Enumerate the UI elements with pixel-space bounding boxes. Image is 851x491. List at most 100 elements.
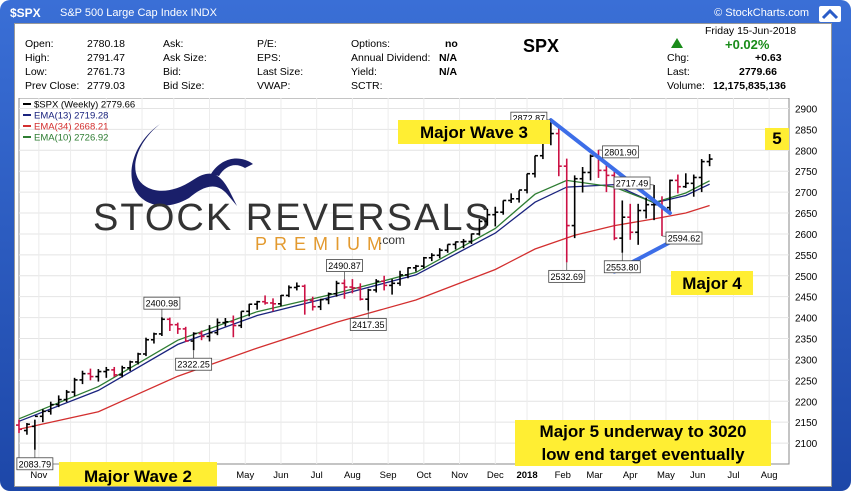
- ohlc-bar: [246, 303, 253, 317]
- y-tick-label: 2100: [795, 439, 818, 450]
- last-value: 2779.66: [739, 66, 777, 78]
- price-label-box: [349, 318, 387, 331]
- ohlc-bar: [428, 253, 435, 262]
- legend-entry: EMA(34) 2668.21: [23, 122, 108, 133]
- price-label-box: [613, 176, 651, 190]
- ohlc-bar: [690, 174, 697, 197]
- ohlc-bar: [166, 317, 173, 331]
- ohlc-bar: [333, 280, 340, 297]
- options-value: no: [445, 38, 458, 50]
- bull-horn-icon: [211, 158, 253, 176]
- options-label: Options:: [351, 38, 391, 50]
- price-label-box: [16, 457, 54, 471]
- yield-value: N/A: [439, 66, 458, 78]
- ohlc-bar: [254, 300, 261, 310]
- price-label-box: [548, 269, 586, 283]
- ohlc-bar: [309, 296, 316, 311]
- x-tick-label: Mar: [586, 470, 602, 481]
- ohlc-bar: [508, 193, 515, 203]
- x-tick-label: Nov: [451, 470, 468, 481]
- price-label-box: [665, 231, 703, 245]
- ohlc-bar: [158, 317, 165, 337]
- ohlc-bar: [365, 288, 372, 311]
- price-label: 2400.98: [143, 296, 181, 318]
- ohlc-bar: [63, 389, 70, 403]
- y-tick-label: 2750: [795, 167, 818, 178]
- last-size-label: Last Size:: [257, 66, 304, 78]
- ohlc-bar: [317, 298, 324, 311]
- ohlc-bar: [412, 264, 419, 272]
- x-tick-label: Nov: [30, 470, 47, 481]
- prev-close-label: Prev Close:: [25, 80, 80, 92]
- ohlc-bar: [16, 419, 22, 434]
- plot-area: [18, 98, 790, 465]
- ohlc-bar: [190, 332, 197, 351]
- x-tick-label: 2018: [516, 470, 537, 481]
- ohlc-bar: [436, 248, 443, 259]
- price-label-text: 2083.79: [19, 459, 52, 469]
- ohlc-bar: [270, 298, 277, 312]
- y-tick-label: 2900: [795, 104, 818, 115]
- chg-value: +0.63: [755, 52, 782, 64]
- ohlc-bar: [293, 282, 300, 291]
- price-label: 2322.25: [175, 350, 213, 371]
- header-symbol: $SPX: [10, 6, 41, 20]
- price-label-text: 2417.35: [352, 320, 385, 330]
- ohlc-bar: [404, 267, 411, 279]
- y-tick-label: 2400: [795, 314, 818, 325]
- ohlc-bar: [174, 322, 181, 334]
- ohlc-bar: [206, 325, 213, 342]
- quote-date: Friday 15-Jun-2018: [705, 25, 797, 37]
- price-label: 2083.79: [16, 449, 54, 471]
- arrow-up-icon[interactable]: [819, 6, 841, 22]
- price-chart: STOCK REVERSALS PREMIUM .com 2083.79 2400…: [16, 98, 818, 486]
- annotation-box: [515, 443, 771, 466]
- watermark-premium: PREMIUM: [255, 234, 389, 254]
- price-label-text: 2400.98: [146, 299, 179, 309]
- ohlc-bar: [476, 218, 483, 236]
- yield-label: Yield:: [351, 66, 377, 78]
- y-tick-label: 2550: [795, 251, 818, 262]
- bid-size-label: Bid Size:: [163, 80, 205, 92]
- bull-logo-icon: [131, 124, 237, 206]
- trendline: [548, 118, 672, 216]
- x-tick-label: Dec: [487, 470, 504, 481]
- ohlc-bar: [39, 409, 46, 423]
- ohlc-bar: [643, 197, 650, 219]
- price-labels: 2083.79 2400.98 2322.25 2490.87 2417.35 2872.…: [16, 111, 703, 471]
- ohlc-bar: [627, 203, 634, 240]
- y-tick-label: 2150: [795, 418, 818, 429]
- sctr-label: SCTR:: [351, 80, 383, 92]
- change-percent: +0.02%: [725, 37, 770, 52]
- annotation-text: 5: [772, 129, 781, 148]
- price-label-box: [175, 357, 213, 371]
- legend-text: EMA(13) 2719.28: [34, 111, 108, 122]
- annotation-target2: low end target eventually: [515, 443, 771, 466]
- ohlc-bar: [71, 377, 78, 397]
- price-label: 2801.90: [598, 145, 639, 159]
- annotation-text: low end target eventually: [541, 445, 745, 464]
- high-label: High:: [25, 52, 50, 64]
- ohlc-bar: [587, 154, 594, 181]
- ohlc-bar: [460, 238, 467, 249]
- ohlc-bar: [277, 294, 284, 307]
- watermark-logo: STOCK REVERSALS PREMIUM .com: [93, 124, 490, 254]
- ohlc-bar: [103, 366, 110, 378]
- quote-panel: Open: 2780.18 High: 2791.47 Low: 2761.73…: [15, 24, 831, 98]
- price-label: 2717.49: [613, 176, 655, 190]
- ohlc-bar: [301, 284, 308, 315]
- ohlc-bar: [150, 332, 157, 344]
- ohlc-bar: [579, 167, 586, 193]
- ohlc-bar: [31, 415, 38, 450]
- ohlc-bar: [603, 162, 610, 193]
- y-tick-label: 2300: [795, 355, 818, 366]
- header-source[interactable]: © StockCharts.com: [714, 7, 809, 19]
- annotation-wave3: Major Wave 3: [398, 120, 550, 144]
- ohlc-bar: [182, 326, 189, 342]
- volume-value: 12,175,835,136: [713, 80, 786, 92]
- x-tick-label: Apr: [623, 470, 638, 481]
- price-label: 2417.35: [349, 310, 387, 331]
- ohlc-bar: [571, 175, 578, 239]
- y-tick-label: 2600: [795, 230, 818, 241]
- prev-close-value: 2779.03: [87, 80, 125, 92]
